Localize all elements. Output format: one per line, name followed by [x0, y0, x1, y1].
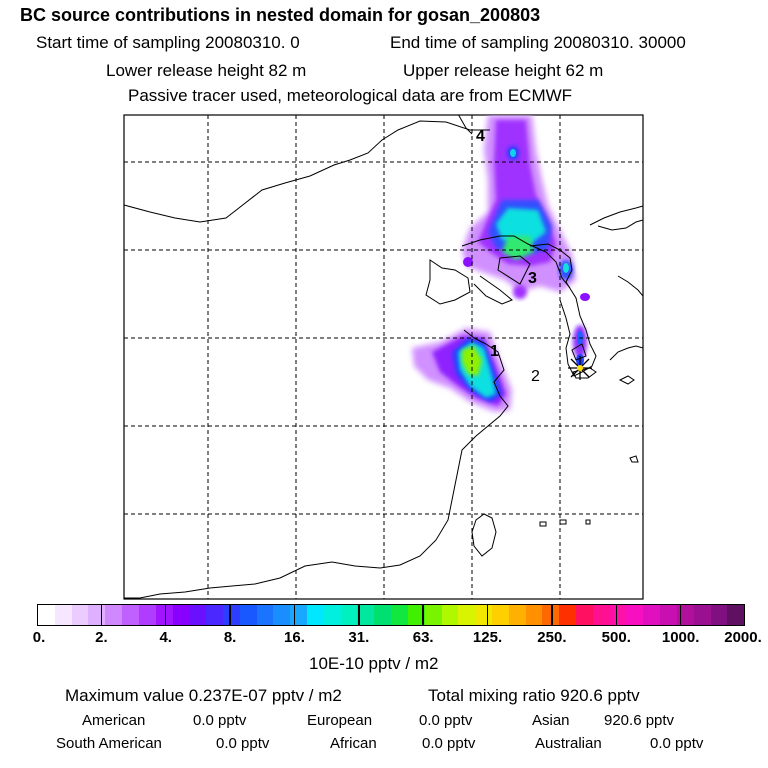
- colorbar-swatch: [323, 605, 341, 625]
- colorbar-swatch: [491, 605, 509, 625]
- colorbar-swatch: [626, 605, 644, 625]
- colorbar-swatch: [206, 605, 223, 625]
- coastlines: [124, 115, 643, 599]
- colorbar-swatch: [458, 605, 476, 625]
- colorbar-divider: [615, 604, 618, 626]
- colorbar-swatch: [576, 605, 593, 625]
- colorbar-swatch: [239, 605, 257, 625]
- colorbar-divider: [229, 604, 231, 626]
- start-time: Start time of sampling 20080310. 0: [36, 33, 300, 52]
- receptor-star-icon: [568, 356, 592, 380]
- colorbar-tick-label: 31.: [348, 629, 370, 646]
- colorbar-swatch: [340, 605, 358, 625]
- colorbar-swatch: [172, 605, 190, 625]
- colorbar-swatch: [290, 605, 307, 625]
- colorbar: [37, 604, 745, 626]
- colorbar-divider: [679, 604, 682, 626]
- colorbar-tick-label: 16.: [284, 629, 305, 646]
- colorbar-swatch: [273, 605, 291, 625]
- colorbar-swatch: [475, 605, 492, 625]
- lower-release-height: Lower release height 82 m: [106, 61, 307, 80]
- colorbar-swatch: [559, 605, 576, 625]
- tracer-note: Passive tracer used, meteorological data…: [128, 86, 573, 105]
- asian-value: 920.6 pptv: [604, 712, 675, 729]
- australian-label: Australian: [535, 735, 602, 752]
- colorbar-swatch: [508, 605, 526, 625]
- colorbar-tick-label: 8.: [223, 629, 237, 646]
- south-american-label: South American: [56, 735, 162, 752]
- colorbar-swatch: [307, 605, 324, 625]
- colorbar-tick-label: 1000.: [661, 629, 700, 646]
- colorbar-swatch: [407, 605, 425, 625]
- page-title: BC source contributions in nested domain…: [20, 5, 541, 25]
- colorbar-swatch: [38, 605, 55, 625]
- colorbar-swatch: [138, 605, 156, 625]
- upper-release-height: Upper release height 62 m: [403, 61, 604, 80]
- colorbar-swatch: [643, 605, 661, 625]
- colorbar-swatch: [357, 605, 375, 625]
- colorbar-swatch: [441, 605, 459, 625]
- colorbar-tick-label: 2.: [95, 629, 108, 646]
- colorbar-swatch: [71, 605, 89, 625]
- colorbar-swatch: [391, 605, 408, 625]
- colorbar-divider: [100, 604, 103, 626]
- region-labels: 4 3 1 2: [476, 128, 540, 385]
- colorbar-swatch: [609, 605, 627, 625]
- end-time: End time of sampling 20080310. 30000: [390, 33, 686, 52]
- colorbar-tick-label: 125.: [472, 629, 503, 646]
- plume-south: [412, 328, 512, 412]
- region-label-3: 3: [528, 270, 537, 287]
- colorbar-swatch: [710, 605, 728, 625]
- colorbar-swatch: [256, 605, 274, 625]
- colorbar-divider: [422, 604, 424, 626]
- australian-value: 0.0 pptv: [650, 735, 704, 752]
- region-label-1: 1: [490, 343, 499, 360]
- colorbar-divider: [293, 604, 296, 626]
- colorbar-swatch: [189, 605, 207, 625]
- colorbar-swatch: [122, 605, 139, 625]
- colorbar-tick-label: 63.: [412, 629, 434, 646]
- colorbar-swatch: [88, 605, 106, 625]
- graticule: [124, 115, 643, 599]
- colorbar-divider: [358, 604, 360, 626]
- maximum-value: Maximum value 0.237E-07 pptv / m2: [65, 686, 342, 705]
- colorbar-swatch: [424, 605, 442, 625]
- colorbar-swatch: [660, 605, 677, 625]
- colorbar-swatch: [727, 605, 745, 625]
- colorbar-tick-label: 250.: [537, 629, 567, 646]
- colorbar-tick-label: 0.: [32, 629, 46, 646]
- colorbar-swatch: [105, 605, 123, 625]
- colorbar-tick-label: 4.: [159, 629, 172, 646]
- colorbar-swatch: [693, 605, 711, 625]
- region-label-2: 2: [531, 368, 540, 385]
- colorbar-swatch: [592, 605, 610, 625]
- colorbar-swatch: [222, 605, 240, 625]
- european-value: 0.0 pptv: [419, 712, 473, 729]
- colorbar-divider: [486, 604, 489, 626]
- south-american-value: 0.0 pptv: [216, 735, 270, 752]
- colorbar-swatch: [525, 605, 543, 625]
- american-value: 0.0 pptv: [193, 712, 247, 729]
- colorbar-tick-label: 2000.: [724, 629, 762, 646]
- african-value: 0.0 pptv: [422, 735, 476, 752]
- colorbar-units: 10E-10 pptv / m2: [309, 654, 439, 673]
- colorbar-divider: [164, 604, 167, 626]
- european-label: European: [307, 712, 373, 729]
- colorbar-divider: [551, 604, 553, 626]
- colorbar-swatch: [155, 605, 173, 625]
- colorbar-swatch: [54, 605, 72, 625]
- american-label: American: [82, 712, 146, 729]
- colorbar-swatch: [374, 605, 392, 625]
- region-label-4: 4: [476, 128, 485, 145]
- african-label: African: [330, 735, 377, 752]
- colorbar-swatch: [542, 605, 560, 625]
- colorbar-tick-label: 500.: [601, 629, 631, 646]
- plume-north: [462, 115, 590, 301]
- total-mixing-ratio: Total mixing ratio 920.6 pptv: [428, 686, 640, 705]
- asian-label: Asian: [532, 712, 570, 729]
